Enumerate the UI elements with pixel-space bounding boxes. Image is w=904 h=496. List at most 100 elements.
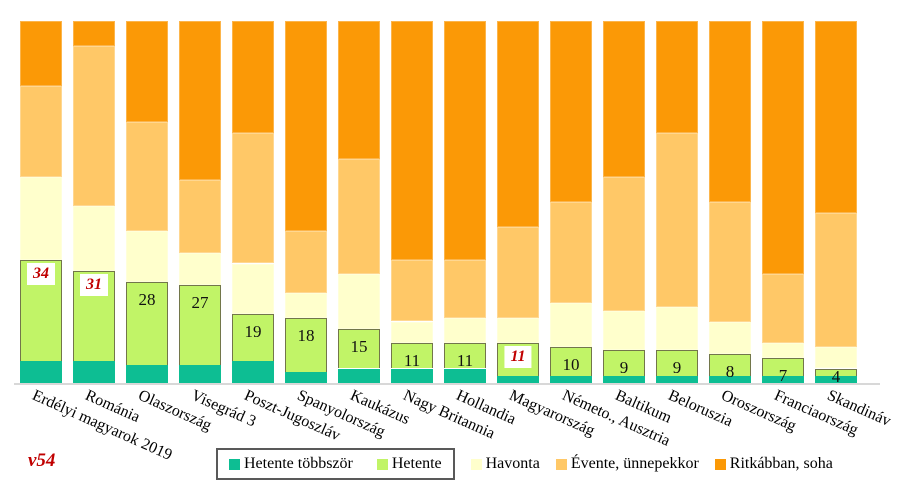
bar-segment-hetente_tobbszor bbox=[762, 375, 804, 383]
bar-segment-havonta bbox=[815, 346, 857, 369]
bar-segment-havonta bbox=[497, 317, 539, 344]
bar-segment-hetente_tobbszor bbox=[550, 375, 592, 383]
legend-label: Ritkábban, soha bbox=[729, 455, 833, 472]
bar-segment-hetente_tobbszor bbox=[603, 375, 645, 383]
bar-segment-ritkabban bbox=[338, 21, 380, 159]
bar-segment-ritkabban bbox=[497, 21, 539, 228]
bar-segment-havonta bbox=[232, 263, 274, 315]
bar-segment-evente bbox=[285, 231, 327, 293]
legend-swatch-icon bbox=[714, 458, 726, 470]
bar-segment-hetente_tobbszor bbox=[232, 361, 274, 383]
legend-item: Évente, ünnepekkor bbox=[555, 455, 699, 473]
legend-item: Havonta bbox=[470, 455, 540, 473]
bar-segment-ritkabban bbox=[126, 21, 168, 123]
bar-segment-ritkabban bbox=[20, 21, 62, 87]
bar-segment-evente bbox=[73, 46, 115, 206]
bar-segment-hetente_tobbszor bbox=[285, 372, 327, 383]
bar-segment-evente bbox=[20, 86, 62, 177]
legend-swatch-icon bbox=[376, 458, 388, 470]
bar-segment-hetente_tobbszor bbox=[73, 361, 115, 383]
bar-segment-havonta bbox=[285, 292, 327, 318]
bar-segment-ritkabban bbox=[709, 21, 751, 202]
bar-value-label: 27 bbox=[191, 293, 209, 313]
x-axis-line bbox=[14, 383, 880, 385]
bar-value-label-highlighted: 11 bbox=[504, 346, 532, 369]
bar-segment-hetente bbox=[762, 357, 804, 376]
bar-value-label: 11 bbox=[403, 351, 421, 371]
bar-segment-hetente_tobbszor bbox=[179, 364, 221, 383]
legend-swatch-icon bbox=[229, 458, 240, 470]
bar-segment-ritkabban bbox=[285, 21, 327, 231]
bar-segment-hetente bbox=[815, 368, 857, 376]
legend-swatch-icon bbox=[555, 458, 567, 470]
bar-segment-hetente bbox=[444, 343, 486, 369]
bar-segment-havonta bbox=[762, 343, 804, 358]
bar-value-label: 19 bbox=[244, 322, 262, 342]
version-annotation: v54 bbox=[28, 450, 56, 471]
bar-value-label: 9 bbox=[672, 358, 682, 378]
bar-value-label: 4 bbox=[831, 366, 841, 386]
bar-segment-havonta bbox=[179, 252, 221, 286]
bar-segment-evente bbox=[815, 212, 857, 347]
legend-item: Hetente bbox=[376, 455, 442, 473]
bar-segment-hetente_tobbszor bbox=[391, 368, 433, 383]
bar-segment-evente bbox=[179, 180, 221, 253]
bar-segment-ritkabban bbox=[179, 21, 221, 181]
bar-value-label: 7 bbox=[778, 365, 788, 385]
bar-segment-hetente bbox=[391, 343, 433, 369]
bar-segment-hetente_tobbszor bbox=[656, 375, 698, 383]
bar-segment-havonta bbox=[656, 307, 698, 351]
bar-value-label-highlighted: 34 bbox=[27, 262, 55, 285]
bar-segment-hetente_tobbszor bbox=[126, 364, 168, 383]
bar-segment-ritkabban bbox=[550, 21, 592, 202]
bar-segment-hetente_tobbszor bbox=[338, 368, 380, 383]
bar-segment-ritkabban bbox=[391, 21, 433, 260]
bar-segment-evente bbox=[444, 259, 486, 318]
legend-highlight-box: Hetente többször Hetente bbox=[216, 448, 455, 480]
bar-segment-ritkabban bbox=[656, 21, 698, 134]
bar-segment-havonta bbox=[709, 321, 751, 355]
bar-segment-hetente bbox=[656, 350, 698, 376]
bar-segment-ritkabban bbox=[232, 21, 274, 134]
bar-segment-ritkabban bbox=[73, 21, 115, 47]
bar-value-label: 11 bbox=[456, 351, 474, 371]
bar-segment-havonta bbox=[20, 176, 62, 260]
bar-segment-havonta bbox=[550, 303, 592, 347]
bar-segment-ritkabban bbox=[762, 21, 804, 275]
bar-value-label: 10 bbox=[562, 354, 580, 374]
bar-segment-havonta bbox=[338, 274, 380, 329]
bar-segment-havonta bbox=[391, 321, 433, 344]
bar-segment-evente bbox=[762, 274, 804, 344]
bar-value-label: 15 bbox=[350, 336, 368, 356]
bar-segment-evente bbox=[656, 133, 698, 307]
bar-segment-hetente_tobbszor bbox=[444, 368, 486, 383]
bar-segment-evente bbox=[338, 158, 380, 275]
bar-segment-havonta bbox=[126, 231, 168, 282]
legend-label: Havonta bbox=[485, 455, 540, 472]
legend: Hetente többször Hetente Havonta Évente, ün… bbox=[216, 448, 833, 480]
legend-swatch-icon bbox=[470, 458, 482, 470]
bar-segment-ritkabban bbox=[603, 21, 645, 177]
legend-item: Ritkábban, soha bbox=[714, 455, 833, 473]
legend-label: Hetente többször bbox=[244, 455, 353, 472]
legend-label: Évente, ünnepekkor bbox=[570, 455, 699, 472]
bar-segment-hetente_tobbszor bbox=[497, 375, 539, 383]
bar-segment-hetente bbox=[285, 317, 327, 373]
bar-segment-hetente_tobbszor bbox=[709, 375, 751, 383]
bar-value-label-highlighted: 31 bbox=[80, 273, 108, 296]
bar-segment-hetente bbox=[338, 328, 380, 369]
bar-segment-evente bbox=[497, 227, 539, 318]
bar-segment-havonta bbox=[444, 317, 486, 344]
bar-value-label: 8 bbox=[725, 362, 735, 382]
bar-segment-hetente bbox=[603, 350, 645, 376]
bar-segment-hetente bbox=[179, 285, 221, 365]
bar-value-label: 18 bbox=[297, 325, 315, 345]
bar-segment-evente bbox=[709, 202, 751, 322]
bar-segment-hetente bbox=[709, 354, 751, 376]
bar-value-label: 28 bbox=[138, 289, 156, 309]
bar-segment-hetente bbox=[232, 314, 274, 362]
bar-segment-hetente_tobbszor bbox=[815, 375, 857, 383]
legend-label: Hetente bbox=[391, 455, 442, 472]
bar-segment-hetente_tobbszor bbox=[20, 361, 62, 383]
